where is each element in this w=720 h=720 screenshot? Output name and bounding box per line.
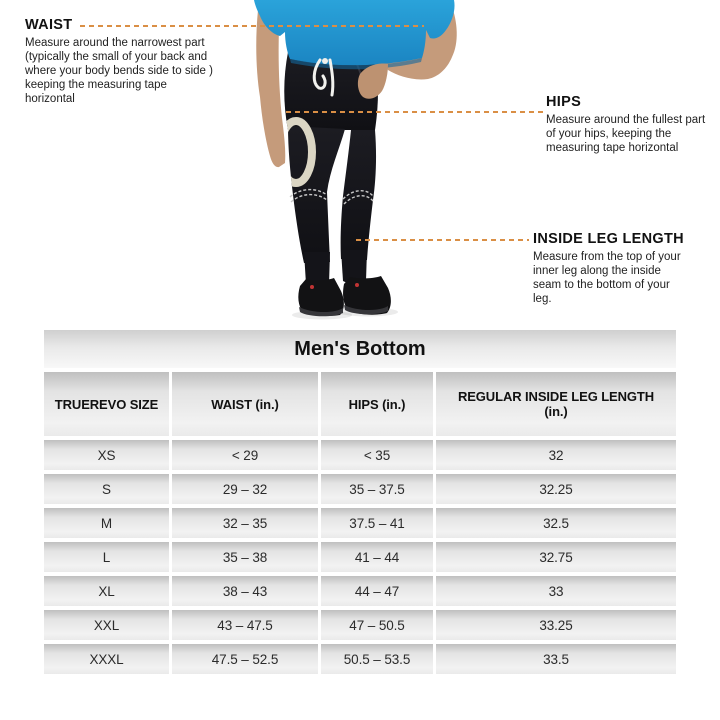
- hips-annotation: HIPS Measure around the fullest part of …: [546, 94, 716, 155]
- inside-leg-annotation-description: Measure from the top of your inner leg a…: [533, 251, 681, 305]
- table-cell: 32.5: [436, 508, 676, 538]
- table-cell: 33: [436, 576, 676, 606]
- table-cell: XXL: [44, 610, 169, 640]
- column-header-hips: HIPS (in.): [321, 372, 433, 436]
- knee-seams: [289, 188, 374, 205]
- table-cell: 43 – 47.5: [172, 610, 318, 640]
- waist-annotation-title: WAIST: [25, 17, 73, 33]
- left-shoe: [298, 278, 344, 317]
- table-cell: 41 – 44: [321, 542, 433, 572]
- right-cuff: [341, 250, 367, 284]
- hips-annotation-title: HIPS: [546, 94, 582, 110]
- table-cell: 37.5 – 41: [321, 508, 433, 538]
- joggers: [284, 52, 378, 287]
- column-header-waist: WAIST (in.): [172, 372, 318, 436]
- table-cell: < 29: [172, 440, 318, 470]
- table-cell: 35 – 38: [172, 542, 318, 572]
- table-cell: 50.5 – 53.5: [321, 644, 433, 674]
- left-arm: [256, 8, 286, 168]
- inside-leg-measure-line: [356, 239, 529, 241]
- table-cell: XL: [44, 576, 169, 606]
- table-cell: 32.75: [436, 542, 676, 572]
- waist-annotation: WAIST Measure around the narrowest part …: [25, 17, 213, 106]
- column-header-size: TRUEREVO SIZE: [44, 372, 169, 436]
- table-cell: 35 – 37.5: [321, 474, 433, 504]
- tshirt: [254, 0, 455, 70]
- table-cell: XS: [44, 440, 169, 470]
- table-cell: 32: [436, 440, 676, 470]
- right-shoe: [343, 276, 391, 315]
- left-cuff: [304, 252, 330, 287]
- table-cell: 32 – 35: [172, 508, 318, 538]
- table-cell: L: [44, 542, 169, 572]
- hips-annotation-description: Measure around the fullest part of your …: [546, 114, 706, 154]
- waist-annotation-description: Measure around the narrowest part (typic…: [25, 37, 213, 105]
- table-cell: 38 – 43: [172, 576, 318, 606]
- thigh-logo: [284, 117, 316, 187]
- inside-leg-annotation-title: INSIDE LEG LENGTH: [533, 231, 684, 247]
- table-cell: XXXL: [44, 644, 169, 674]
- right-hand: [357, 63, 388, 99]
- table-cell: 29 – 32: [172, 474, 318, 504]
- table-cell: 47 – 50.5: [321, 610, 433, 640]
- hips-measure-line: [286, 111, 543, 113]
- table-cell: M: [44, 508, 169, 538]
- inside-leg-annotation: INSIDE LEG LENGTH Measure from the top o…: [533, 231, 685, 306]
- waist-measure-line: [80, 25, 424, 27]
- table-cell: 33.5: [436, 644, 676, 674]
- table-cell: S: [44, 474, 169, 504]
- table-cell: < 35: [321, 440, 433, 470]
- table-cell: 44 – 47: [321, 576, 433, 606]
- size-chart-grid: TRUEREVO SIZE WAIST (in.) HIPS (in.) REG…: [44, 372, 676, 674]
- drawstring: [312, 58, 335, 97]
- table-cell: 32.25: [436, 474, 676, 504]
- table-cell: 33.25: [436, 610, 676, 640]
- column-header-inside-leg: REGULAR INSIDE LEG LENGTH (in.): [436, 372, 676, 436]
- size-chart-title: Men's Bottom: [44, 330, 676, 368]
- table-cell: 47.5 – 52.5: [172, 644, 318, 674]
- size-chart: Men's Bottom TRUEREVO SIZE WAIST (in.) H…: [44, 330, 676, 674]
- model-photo: [254, 0, 457, 320]
